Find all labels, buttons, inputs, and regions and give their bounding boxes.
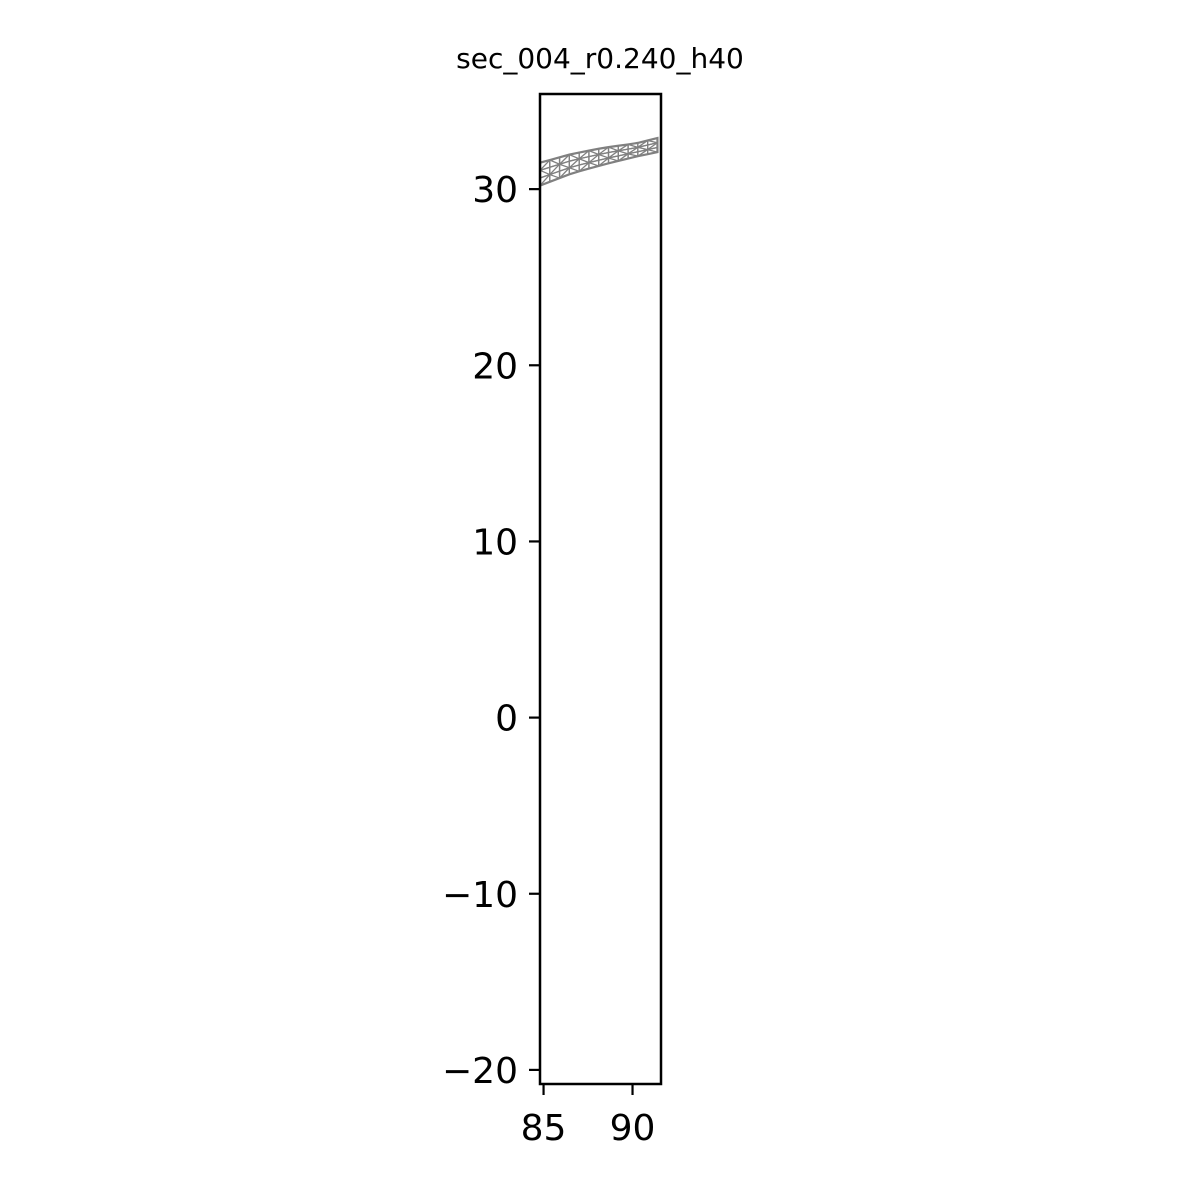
y-tick-label: 10 bbox=[472, 522, 518, 563]
mesh-edge bbox=[549, 163, 561, 176]
y-tick-label: 30 bbox=[472, 170, 518, 211]
y-tick-label: −20 bbox=[442, 1051, 518, 1092]
mesh-edge bbox=[540, 174, 551, 187]
mesh-edge bbox=[549, 159, 560, 165]
mesh-edge bbox=[559, 154, 570, 165]
mesh-edge bbox=[549, 173, 560, 179]
y-tick-label: 20 bbox=[472, 346, 518, 387]
chart-title: sec_004_r0.240_h40 bbox=[456, 42, 744, 75]
mesh-edge bbox=[618, 150, 629, 155]
x-tick-label: 85 bbox=[521, 1108, 567, 1149]
mesh-edge bbox=[627, 146, 639, 155]
mesh-edge bbox=[598, 153, 609, 159]
mesh-edge bbox=[588, 153, 600, 164]
mesh-edge bbox=[540, 159, 551, 171]
mesh-edge bbox=[568, 158, 580, 169]
mesh-edge bbox=[637, 146, 648, 151]
mesh-layer bbox=[540, 136, 659, 187]
y-axis: −20 −10 0 10 20 30 bbox=[442, 170, 540, 1092]
mesh-edge bbox=[647, 142, 658, 151]
mesh-edge bbox=[578, 158, 590, 164]
y-tick-label: 0 bbox=[495, 699, 518, 740]
mesh-edge bbox=[540, 169, 551, 176]
plot-frame bbox=[538, 92, 663, 1086]
x-tick-label: 90 bbox=[610, 1108, 656, 1149]
mesh-edge bbox=[608, 150, 619, 159]
x-axis: 85 90 bbox=[521, 1084, 656, 1149]
mesh-boundary bbox=[540, 136, 659, 187]
mesh-edge bbox=[559, 163, 570, 169]
y-tick-label: −10 bbox=[442, 875, 518, 916]
